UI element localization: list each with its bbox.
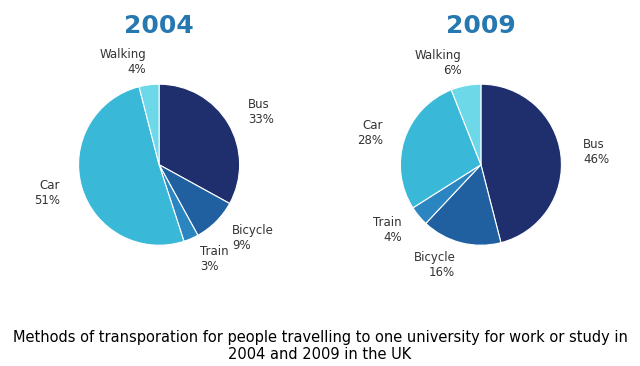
Wedge shape: [139, 84, 159, 165]
Text: Bus
46%: Bus 46%: [583, 138, 609, 166]
Wedge shape: [159, 84, 239, 203]
Title: 2004: 2004: [124, 14, 194, 38]
Text: Car
51%: Car 51%: [34, 179, 60, 208]
Wedge shape: [451, 84, 481, 165]
Wedge shape: [79, 87, 184, 245]
Text: Bicycle
9%: Bicycle 9%: [232, 224, 274, 251]
Text: Walking
4%: Walking 4%: [99, 48, 146, 76]
Wedge shape: [401, 90, 481, 208]
Wedge shape: [413, 165, 481, 223]
Text: Train
3%: Train 3%: [200, 245, 228, 273]
Text: Car
28%: Car 28%: [357, 119, 383, 147]
Text: Methods of transporation for people travelling to one university for work or stu: Methods of transporation for people trav…: [13, 330, 627, 362]
Wedge shape: [159, 165, 230, 235]
Wedge shape: [426, 165, 501, 245]
Title: 2009: 2009: [446, 14, 516, 38]
Wedge shape: [159, 165, 198, 241]
Text: Walking
6%: Walking 6%: [415, 49, 461, 78]
Text: Bus
33%: Bus 33%: [248, 98, 274, 126]
Wedge shape: [481, 84, 561, 243]
Text: Bicycle
16%: Bicycle 16%: [413, 251, 455, 279]
Text: Train
4%: Train 4%: [373, 216, 401, 244]
